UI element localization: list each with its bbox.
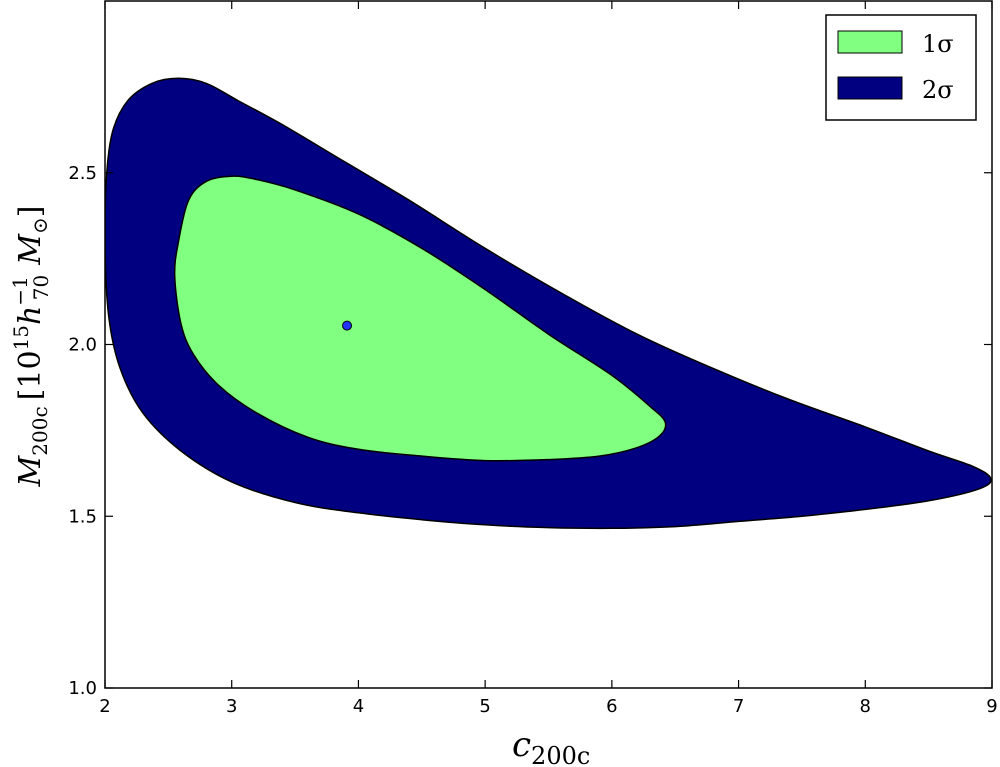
x-tick-label: 6 <box>606 696 617 717</box>
legend-label-1sigma: 1σ <box>922 30 954 58</box>
contour-1sigma <box>173 175 667 462</box>
legend-swatch-1sigma <box>837 30 903 54</box>
best-fit-point <box>342 320 353 331</box>
legend: 1σ 2σ <box>825 14 977 121</box>
x-tick-label: 5 <box>479 696 490 717</box>
x-tick-label: 3 <box>226 696 237 717</box>
y-label-close-bracket: ] <box>13 206 48 218</box>
y-label-h: h <box>13 306 48 325</box>
x-axis-label: c200c <box>512 725 590 767</box>
x-tick-label: 4 <box>353 696 364 717</box>
y-label-msun-sub: ⊙ <box>28 217 52 234</box>
contour-group <box>105 77 992 530</box>
legend-label-2sigma: 2σ <box>922 76 954 104</box>
y-label-msun: M <box>13 233 48 266</box>
x-tick-label: 7 <box>733 696 744 717</box>
legend-swatch-2sigma <box>837 76 903 100</box>
y-label-base: 10 <box>13 350 48 388</box>
x-tick-label: 8 <box>860 696 871 717</box>
y-label-open-bracket: [ <box>13 389 48 401</box>
y-label-m: M <box>13 454 48 487</box>
x-tick-label: 9 <box>986 696 997 717</box>
y-tick-label: 2.5 <box>68 163 97 184</box>
y-axis-label: M200c[1015h−170M⊙] <box>8 206 53 488</box>
x-axis-label-sub: 200c <box>531 742 590 767</box>
y-tick-label: 1.0 <box>68 678 97 699</box>
plot-area <box>105 77 992 530</box>
y-label-h-sub: 70 <box>29 275 53 300</box>
x-tick-label: 2 <box>99 696 110 717</box>
x-axis-label-main: c <box>512 725 531 765</box>
y-tick-label: 1.5 <box>68 506 97 527</box>
y-label-h-sup: −1 <box>8 276 32 305</box>
y-tick-label: 2.0 <box>68 335 97 356</box>
y-label-exp: 15 <box>9 325 33 350</box>
axis-ticks: 2 3 4 5 6 7 8 9 1.0 1.5 2.0 2.5 <box>68 1 998 717</box>
y-label-m-sub: 200c <box>28 406 52 455</box>
